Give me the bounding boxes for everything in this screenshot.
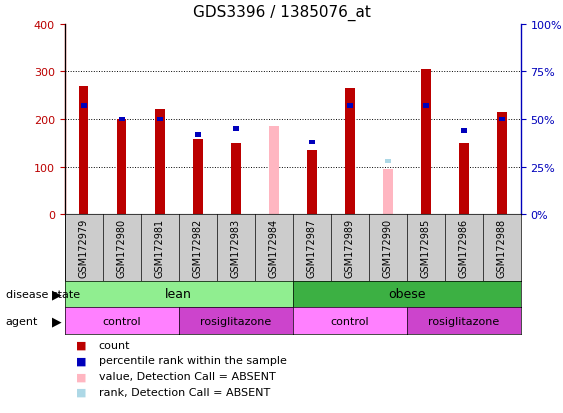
Bar — [345, 89, 355, 215]
Bar — [309, 140, 315, 145]
Text: control: control — [102, 316, 141, 326]
Text: count: count — [99, 340, 130, 350]
Bar — [497, 113, 507, 215]
Text: GSM172981: GSM172981 — [155, 218, 165, 277]
Text: GSM172979: GSM172979 — [79, 218, 89, 277]
Text: rosiglitazone: rosiglitazone — [200, 316, 271, 326]
Text: agent: agent — [6, 316, 38, 326]
Bar — [385, 159, 391, 164]
Bar — [421, 70, 431, 215]
Text: ▶: ▶ — [52, 315, 62, 328]
Bar — [231, 143, 240, 215]
Text: GSM172986: GSM172986 — [459, 218, 469, 277]
Bar — [193, 140, 203, 215]
Text: GSM172989: GSM172989 — [345, 218, 355, 277]
Bar — [81, 104, 87, 109]
Text: GSM172990: GSM172990 — [383, 218, 393, 277]
Text: GSM172980: GSM172980 — [117, 218, 127, 277]
Bar — [117, 120, 127, 215]
Text: ■: ■ — [76, 340, 87, 350]
Text: ■: ■ — [76, 387, 87, 397]
Bar — [459, 143, 468, 215]
Text: GSM172984: GSM172984 — [269, 218, 279, 277]
Bar — [383, 170, 392, 215]
Text: control: control — [330, 316, 369, 326]
Bar — [155, 109, 164, 215]
Text: ▶: ▶ — [52, 288, 62, 301]
Bar — [119, 117, 124, 122]
Bar — [499, 117, 504, 122]
Text: percentile rank within the sample: percentile rank within the sample — [99, 356, 287, 366]
Text: GSM172987: GSM172987 — [307, 218, 317, 277]
Text: GSM172983: GSM172983 — [231, 218, 241, 277]
Bar — [347, 104, 352, 109]
Bar — [269, 127, 279, 215]
Text: GSM172982: GSM172982 — [193, 218, 203, 277]
Text: disease state: disease state — [6, 289, 80, 299]
Text: lean: lean — [166, 288, 192, 301]
Text: value, Detection Call = ABSENT: value, Detection Call = ABSENT — [99, 371, 275, 381]
Text: GSM172985: GSM172985 — [421, 218, 431, 277]
Text: rank, Detection Call = ABSENT: rank, Detection Call = ABSENT — [99, 387, 270, 397]
Bar — [233, 127, 239, 132]
Text: GSM172988: GSM172988 — [497, 218, 507, 277]
Bar — [195, 133, 200, 138]
Bar — [423, 104, 428, 109]
Text: ■: ■ — [76, 371, 87, 381]
Text: rosiglitazone: rosiglitazone — [428, 316, 499, 326]
Text: obese: obese — [388, 288, 426, 301]
Bar — [157, 117, 163, 122]
Bar — [307, 151, 316, 215]
Bar — [79, 87, 88, 215]
Text: GDS3396 / 1385076_at: GDS3396 / 1385076_at — [193, 4, 370, 21]
Text: ■: ■ — [76, 356, 87, 366]
Bar — [461, 129, 467, 133]
